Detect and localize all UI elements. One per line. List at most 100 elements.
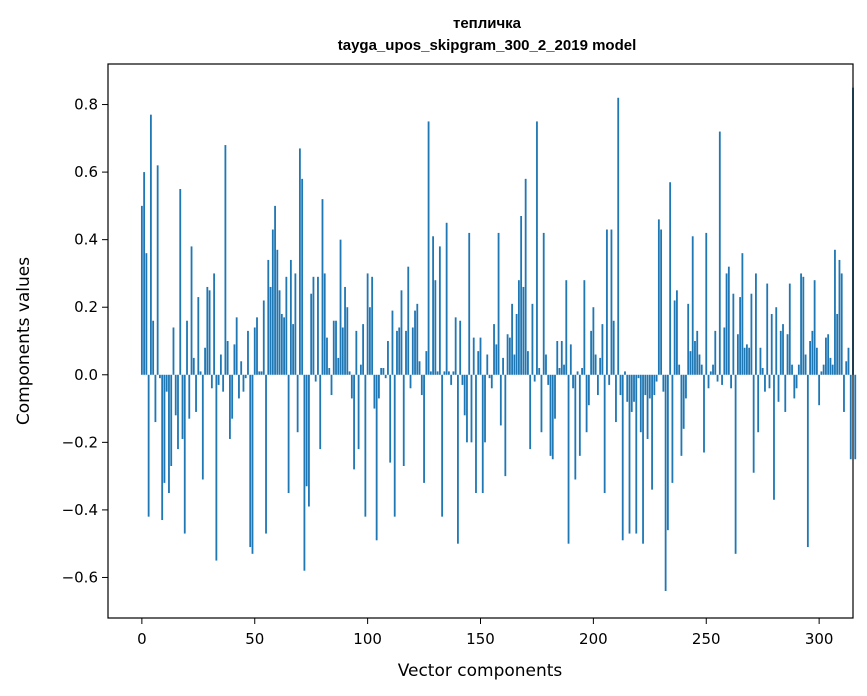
y-tick-label-2: −0.2 <box>62 433 98 451</box>
bar-283 <box>779 330 782 375</box>
bar-28 <box>204 347 206 375</box>
bar-182 <box>551 374 554 460</box>
bar-158 <box>497 232 500 375</box>
bar-15 <box>174 374 177 416</box>
bar-223 <box>644 374 647 396</box>
bar-91 <box>346 307 349 375</box>
bar-57 <box>269 286 272 375</box>
bar-262 <box>732 293 735 375</box>
bar-281 <box>775 307 778 375</box>
bar-63 <box>283 317 285 375</box>
bar-248 <box>700 364 703 375</box>
bar-73 <box>305 374 308 487</box>
bar-102 <box>371 276 374 375</box>
bar-41 <box>233 344 236 375</box>
bar-50 <box>253 327 256 375</box>
bar-109 <box>387 341 389 375</box>
bar-181 <box>549 374 552 456</box>
bar-287 <box>788 283 791 375</box>
bar-1 <box>143 172 146 375</box>
bar-245 <box>694 341 696 375</box>
bar-22 <box>190 246 193 375</box>
bar-225 <box>648 374 651 399</box>
bar-88 <box>339 239 342 375</box>
bar-184 <box>556 341 559 375</box>
bar-153 <box>486 354 489 375</box>
bar-221 <box>639 374 642 433</box>
bar-244 <box>691 236 694 375</box>
bar-5 <box>152 320 155 375</box>
bar-206 <box>606 229 608 375</box>
bar-224 <box>646 374 649 439</box>
bar-149 <box>477 351 480 375</box>
bar-312 <box>845 361 848 375</box>
bar-190 <box>569 344 572 375</box>
bar-294 <box>804 354 807 375</box>
bar-203 <box>599 357 602 375</box>
bar-299 <box>815 347 818 375</box>
bar-6 <box>154 374 157 423</box>
bar-32 <box>213 273 216 375</box>
bar-292 <box>800 273 802 375</box>
bar-42 <box>235 317 238 375</box>
bar-215 <box>626 374 629 402</box>
bar-131 <box>436 371 439 375</box>
bar-168 <box>520 216 523 375</box>
bar-291 <box>797 364 800 375</box>
bar-99 <box>364 374 367 517</box>
y-tick-label-5: 0.4 <box>74 231 98 249</box>
bar-119 <box>409 374 412 389</box>
bar-160 <box>502 357 504 375</box>
bar-81 <box>323 273 326 375</box>
bar-36 <box>222 374 225 392</box>
bar-253 <box>712 364 714 375</box>
bar-172 <box>529 374 532 450</box>
bar-48 <box>249 374 252 548</box>
bar-226 <box>651 374 653 490</box>
bar-228 <box>655 374 658 382</box>
bar-302 <box>822 364 825 375</box>
bar-180 <box>547 374 550 385</box>
bar-170 <box>524 178 527 375</box>
bar-154 <box>488 374 491 379</box>
bar-273 <box>757 374 760 433</box>
bar-120 <box>411 327 414 375</box>
bar-234 <box>669 182 672 375</box>
bar-199 <box>590 330 593 375</box>
bar-308 <box>836 313 839 375</box>
bar-301 <box>820 371 823 375</box>
bar-133 <box>441 374 444 517</box>
bar-14 <box>172 327 175 375</box>
bar-210 <box>615 374 617 423</box>
bar-275 <box>761 368 764 375</box>
bar-85 <box>332 320 335 375</box>
bar-171 <box>527 351 529 375</box>
bar-194 <box>578 374 581 456</box>
bar-59 <box>274 205 276 375</box>
bar-20 <box>186 320 188 375</box>
bar-138 <box>452 371 455 375</box>
bar-96 <box>357 374 360 450</box>
bar-272 <box>755 273 757 375</box>
bar-29 <box>206 286 209 375</box>
bar-311 <box>843 374 845 412</box>
bar-204 <box>601 324 604 375</box>
bar-163 <box>508 337 511 375</box>
bar-76 <box>312 276 315 375</box>
bar-185 <box>558 368 561 375</box>
bar-289 <box>793 374 796 399</box>
bar-137 <box>450 374 453 385</box>
bar-162 <box>506 334 509 375</box>
bar-196 <box>583 280 586 375</box>
bar-259 <box>725 273 728 375</box>
bar-45 <box>242 374 245 392</box>
bar-263 <box>734 374 737 554</box>
bar-47 <box>247 330 249 375</box>
bar-236 <box>673 300 676 375</box>
bar-62 <box>280 313 283 375</box>
bar-309 <box>838 259 841 375</box>
bar-222 <box>642 374 644 544</box>
bar-293 <box>802 276 805 375</box>
bar-82 <box>326 337 328 375</box>
bar-147 <box>472 337 475 375</box>
